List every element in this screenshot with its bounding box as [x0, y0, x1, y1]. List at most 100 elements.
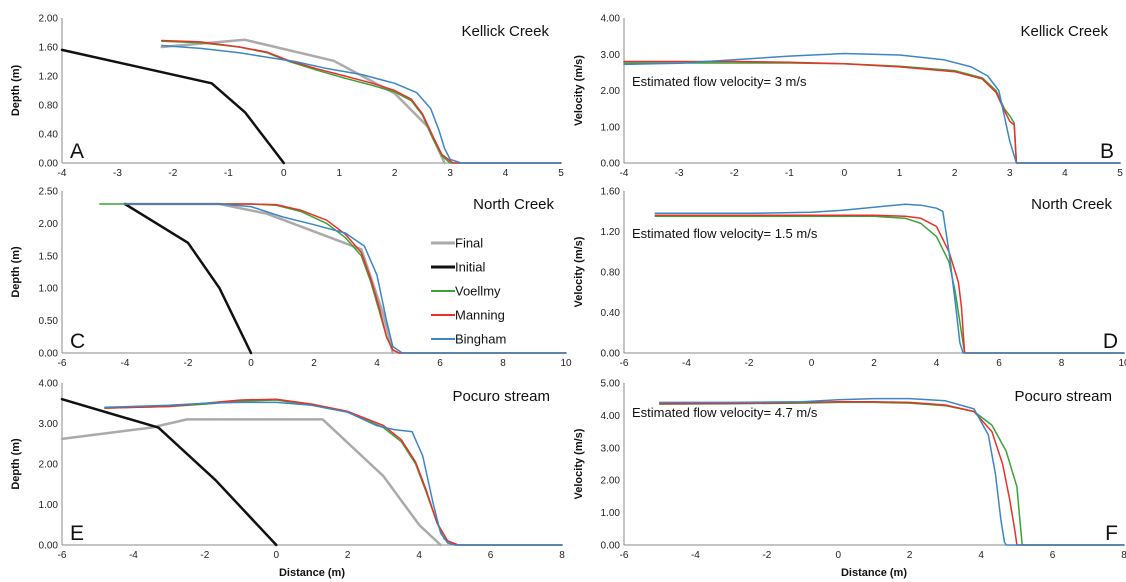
series-line-initial: [123, 202, 253, 355]
y-tick-label: 0.00: [39, 541, 59, 552]
series-line-bingham: [104, 401, 563, 546]
y-tick-label: 0.00: [601, 349, 621, 360]
x-tick-label: -6: [620, 358, 629, 369]
legend-label-initial: Initial: [455, 260, 485, 275]
panel-letter: A: [70, 140, 84, 163]
legend-label-voellmy: Voellmy: [455, 284, 501, 299]
x-tick-label: 5: [558, 168, 564, 179]
x-tick-label: -1: [224, 168, 233, 179]
y-axis-label: Depth (m): [10, 438, 22, 490]
x-tick-label: -4: [58, 168, 67, 179]
y-tick-label: 1.60: [39, 43, 59, 54]
y-tick-label: 2.00: [39, 219, 59, 230]
x-tick-label: 1: [897, 168, 903, 179]
x-tick-label: -1: [785, 168, 794, 179]
y-tick-label: 5.00: [601, 379, 621, 390]
panel-f: 0.00 1.00 2.00 3.00 4.00 5.00 -6 -4 -2 0 2 4 6 8 Veloc…: [573, 379, 1126, 580]
series-line-bingham: [623, 52, 1121, 164]
series-line-bingham: [124, 203, 567, 354]
x-tick-label: 8: [500, 358, 506, 369]
x-tick-label: -3: [675, 168, 684, 179]
y-tick-label: 2.00: [39, 14, 59, 25]
y-tick-label: 1.00: [601, 508, 621, 519]
y-tick-label: 4.00: [39, 379, 59, 390]
x-tick-label: 3: [447, 168, 453, 179]
x-tick-label: 5: [1117, 168, 1123, 179]
x-tick-label: -6: [58, 358, 67, 369]
x-axis-label: Distance (m): [841, 567, 907, 579]
y-axis-label: Velocity (m/s): [573, 428, 585, 499]
series-line-manning: [161, 39, 562, 164]
panel-title: Pocuro stream: [1014, 388, 1112, 405]
x-tick-label: 8: [1059, 358, 1065, 369]
x-tick-label: 4: [503, 168, 509, 179]
series-line-bingham: [161, 44, 562, 164]
y-tick-label: 2.00: [601, 86, 621, 97]
y-tick-label: 4.00: [601, 14, 621, 25]
series-line-initial: [60, 397, 278, 547]
y-tick-label: 0.00: [601, 159, 621, 170]
series-line-voellmy: [654, 215, 1125, 354]
flow-velocity-annotation: Estimated flow velocity= 1.5 m/s: [632, 226, 818, 241]
x-tick-label: 0: [809, 358, 815, 369]
series-line-voellmy: [623, 62, 1121, 164]
y-tick-label: 2.50: [39, 187, 59, 198]
x-tick-label: 10: [560, 358, 572, 369]
legend-label-manning: Manning: [455, 308, 505, 323]
x-tick-label: 4: [1062, 168, 1068, 179]
x-tick-label: -2: [762, 550, 771, 561]
x-tick-label: 0: [842, 168, 848, 179]
y-tick-label: 1.00: [39, 500, 59, 511]
panel-title: North Creek: [473, 196, 554, 213]
x-tick-label: -2: [730, 168, 739, 179]
panel-title: North Creek: [1031, 196, 1112, 213]
x-tick-label: 0: [248, 358, 254, 369]
panel-a: 0.00 0.40 0.80 1.20 1.60 2.00 -4 -3 -2 -1 0 1 2 3 4 5 De…: [10, 14, 564, 180]
flow-velocity-annotation: Estimated flow velocity= 3 m/s: [632, 74, 807, 89]
x-tick-label: -4: [620, 168, 629, 179]
y-tick-label: 1.20: [601, 227, 621, 238]
y-tick-label: 1.00: [39, 284, 59, 295]
y-tick-label: 4.00: [601, 411, 621, 422]
x-tick-label: -2: [168, 168, 177, 179]
x-tick-label: 2: [952, 168, 958, 179]
panel-d: 0.00 0.40 0.80 1.20 1.60 -6 -4 -2 0 2 4 6 8 10 Velocit…: [573, 187, 1126, 370]
x-tick-label: -6: [58, 550, 67, 561]
series-line-voellmy: [161, 40, 562, 164]
x-tick-label: 1: [336, 168, 342, 179]
series-line-bingham: [654, 203, 1125, 354]
x-tick-label: 8: [1121, 550, 1126, 561]
y-tick-label: 0.50: [39, 316, 59, 327]
y-tick-label: 3.00: [601, 50, 621, 61]
series-line-final: [160, 38, 446, 165]
panel-title: Kellick Creek: [461, 23, 549, 40]
series-line-bingham: [658, 397, 1125, 546]
x-tick-label: 0: [836, 550, 842, 561]
x-tick-label: 2: [907, 550, 913, 561]
y-tick-label: 1.60: [601, 187, 621, 198]
panel-letter: F: [1105, 522, 1118, 545]
x-tick-label: -2: [184, 358, 193, 369]
y-tick-label: 0.00: [601, 541, 621, 552]
panel-letter: E: [70, 522, 84, 545]
y-tick-label: 3.00: [601, 443, 621, 454]
series-line-final: [60, 418, 442, 547]
x-tick-label: 8: [559, 550, 565, 561]
y-tick-label: 2.00: [39, 460, 59, 471]
panel-title: Kellick Creek: [1020, 23, 1108, 40]
y-tick-label: 1.50: [39, 251, 59, 262]
x-tick-label: 6: [488, 550, 494, 561]
x-tick-label: -4: [129, 550, 138, 561]
x-tick-label: 3: [1007, 168, 1013, 179]
y-axis-label: Depth (m): [10, 65, 22, 117]
y-tick-label: 2.00: [601, 476, 621, 487]
x-tick-label: -4: [691, 550, 700, 561]
x-tick-label: -3: [113, 168, 122, 179]
series-line-initial: [60, 48, 286, 165]
x-tick-label: -2: [745, 358, 754, 369]
series-line-voellmy: [658, 401, 1125, 546]
panel-letter: C: [70, 330, 85, 353]
series-line-final: [123, 202, 395, 355]
panel-c: 0.00 0.50 1.00 1.50 2.00 2.50 -6 -4 -2 0 2 4 6 8 10 Dep…: [10, 187, 572, 370]
